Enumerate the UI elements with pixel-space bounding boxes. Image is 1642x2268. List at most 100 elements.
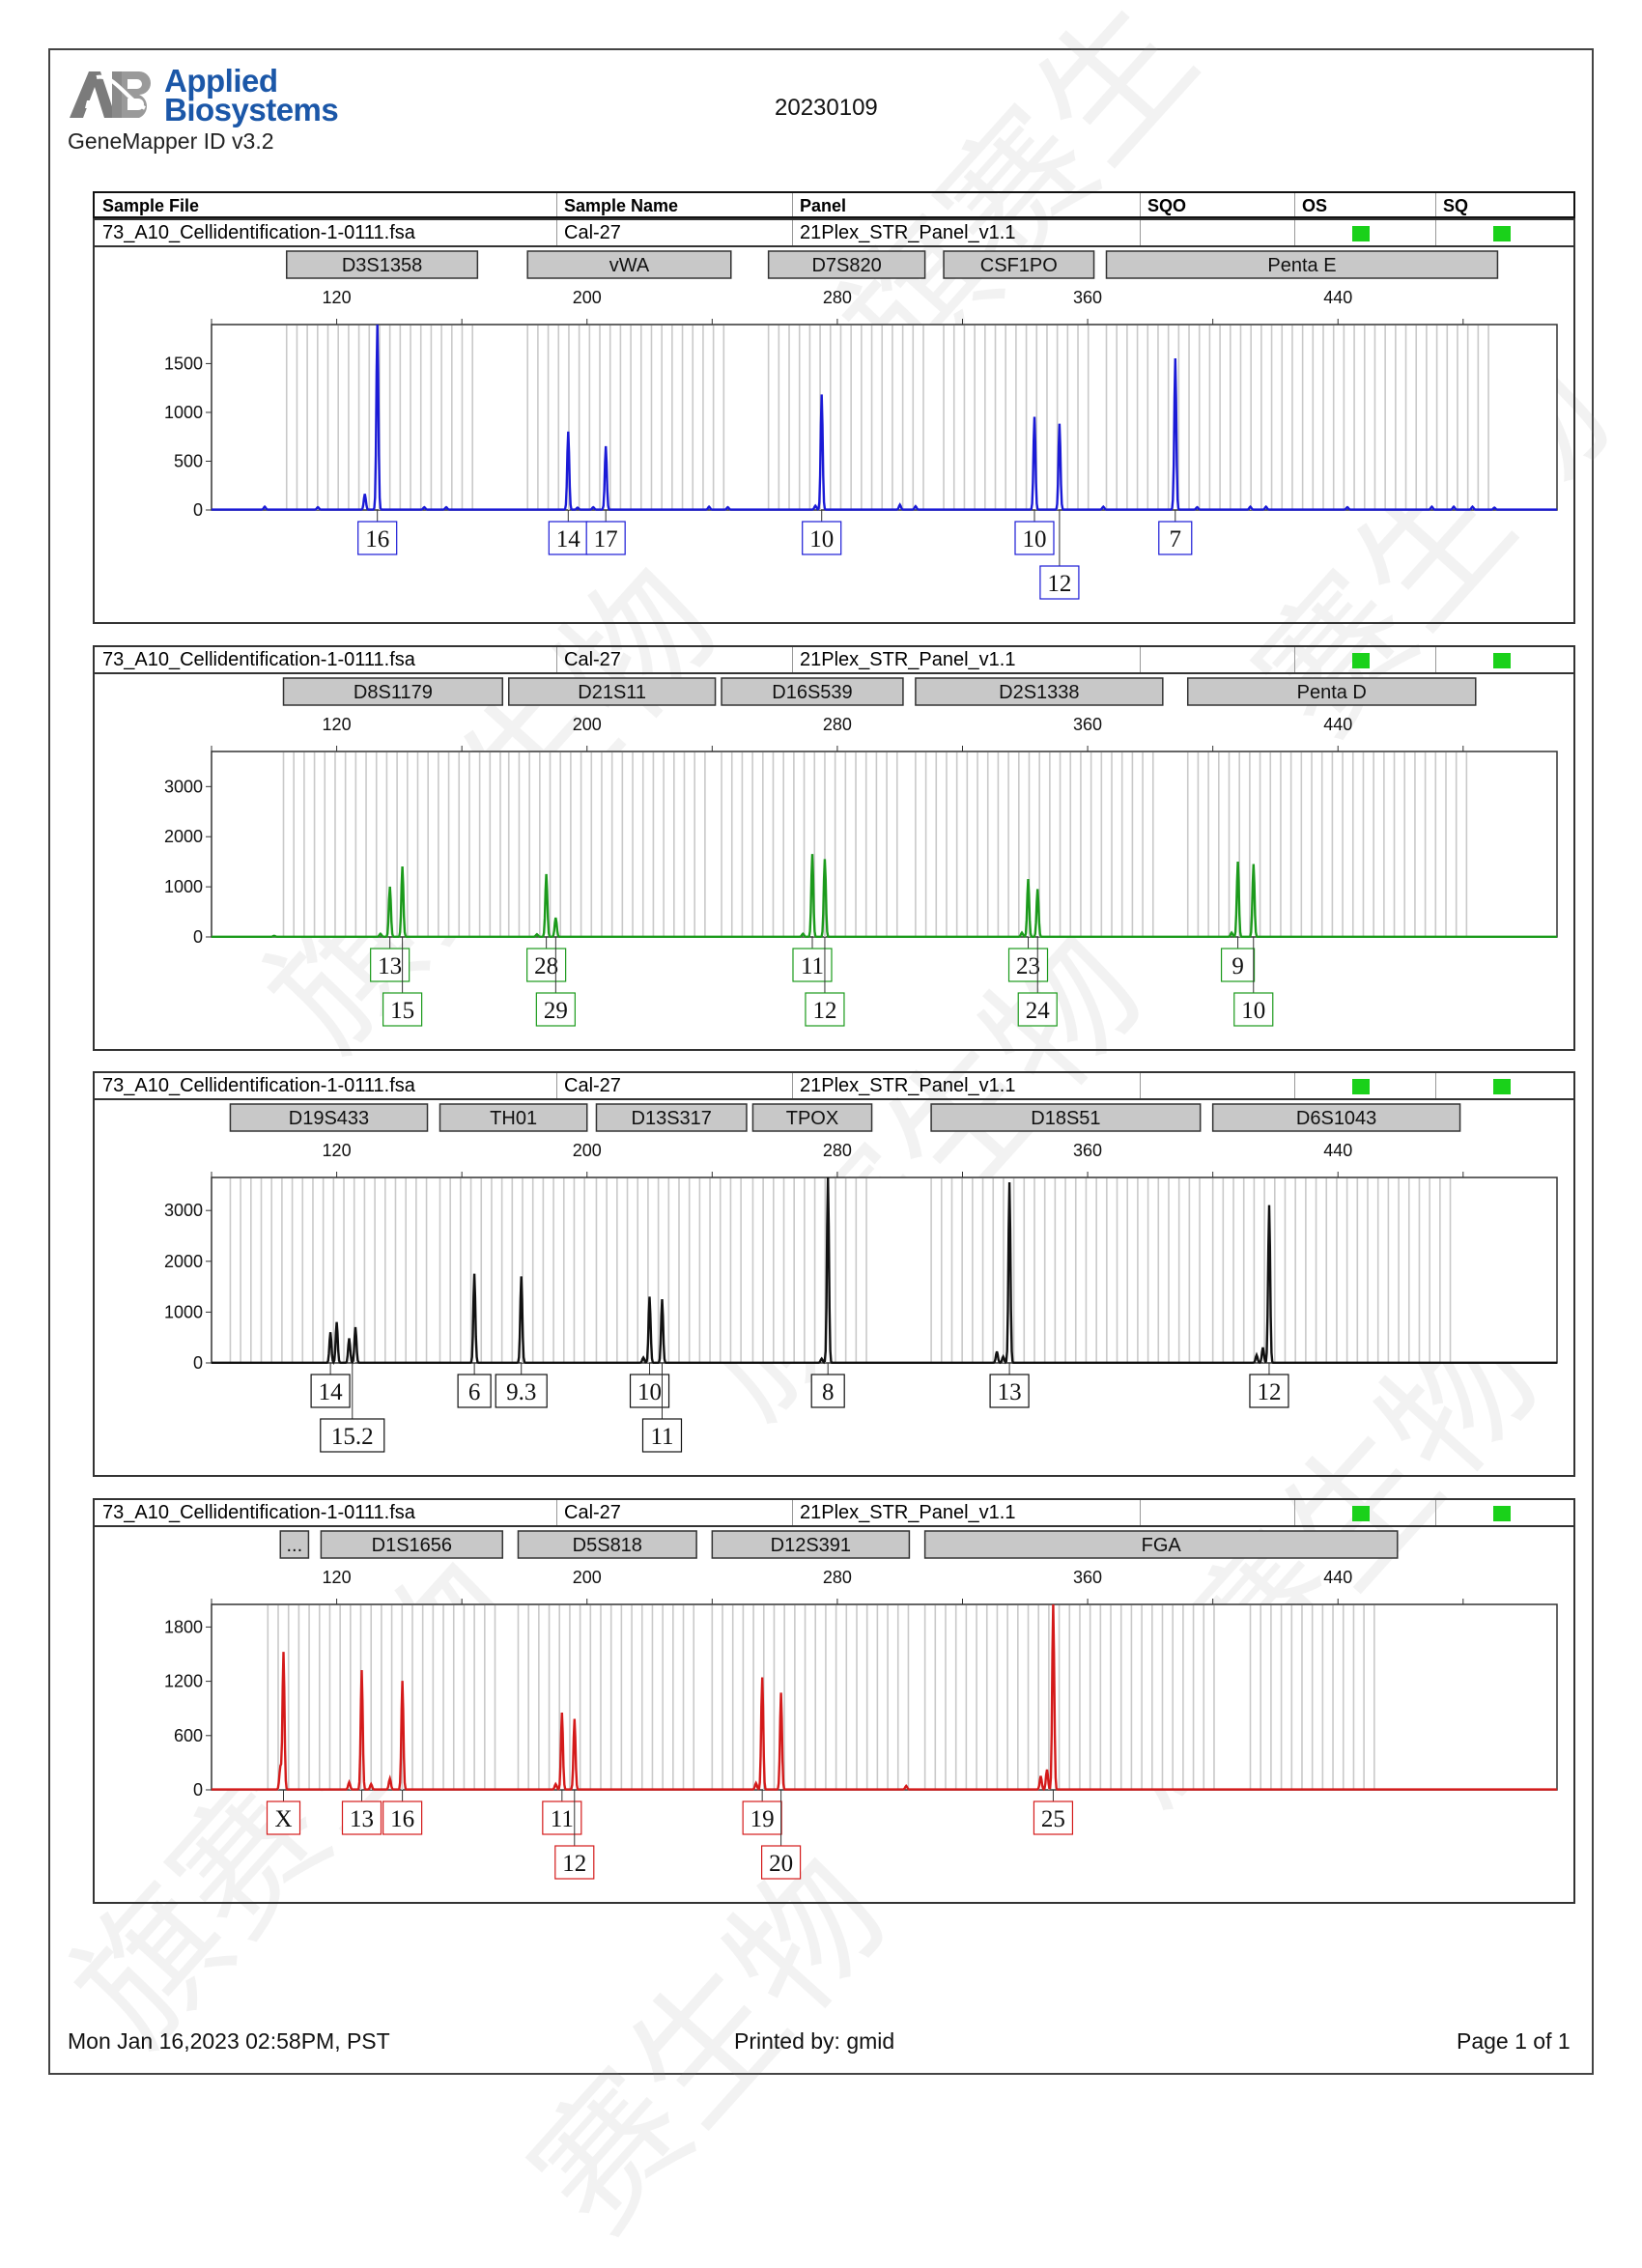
allele-call[interactable]: 17 <box>585 510 626 555</box>
page-number: Page 1 of 1 <box>1457 2028 1571 2054</box>
allele-call[interactable]: 13 <box>341 1790 382 1835</box>
svg-text:FGA: FGA <box>1142 1535 1182 1556</box>
allele-call[interactable]: 11 <box>792 937 833 982</box>
svg-text:11: 11 <box>650 1424 673 1450</box>
marker-bin-FGA[interactable]: FGA <box>923 1530 1399 1559</box>
marker-bin-CSF1PO[interactable]: CSF1PO <box>943 250 1095 279</box>
signal-trace-red <box>212 1603 1557 1792</box>
allele-call[interactable]: 23 <box>1007 937 1049 982</box>
allele-call[interactable]: 8 <box>810 1363 845 1408</box>
svg-text:10: 10 <box>1022 526 1046 553</box>
allele-call[interactable]: 16 <box>357 510 398 555</box>
allele-call[interactable]: 19 <box>742 1790 782 1835</box>
x-tick-label: 440 <box>1323 1141 1352 1160</box>
allele-call[interactable]: 12 <box>1039 510 1080 600</box>
marker-bin-D21S11[interactable]: D21S11 <box>508 677 717 706</box>
sample-info-row: 73_A10_Cellidentification-1-0111.fsa Cal-… <box>95 1500 1573 1527</box>
allele-bin-lines <box>285 326 1489 510</box>
col-sample-name: Sample Name <box>564 196 679 215</box>
allele-call[interactable]: 11 <box>641 1363 683 1453</box>
col-os: OS <box>1302 196 1328 215</box>
allele-call[interactable]: 11 <box>542 1790 582 1835</box>
svg-text:D19S433: D19S433 <box>289 1108 369 1129</box>
x-tick-label: 280 <box>823 715 852 734</box>
marker-bin-PentaD[interactable]: Penta D <box>1186 677 1477 706</box>
allele-call[interactable]: 15 <box>382 937 423 1027</box>
marker-bin-D7S820[interactable]: D7S820 <box>767 250 926 279</box>
y-tick-label: 3000 <box>164 777 203 796</box>
print-datetime: Mon Jan 16,2023 02:58PM, PST <box>68 2028 390 2054</box>
marker-bin-D6S1043[interactable]: D6S1043 <box>1211 1103 1461 1132</box>
allele-call[interactable]: 12 <box>554 1790 595 1880</box>
x-tick-label: 440 <box>1323 1568 1352 1587</box>
sample-name-value: Cal-27 <box>564 222 621 243</box>
allele-call[interactable]: X <box>266 1790 301 1835</box>
marker-bin-D1S1656[interactable]: D1S1656 <box>320 1530 504 1559</box>
marker-bin-[interactable]: ... <box>279 1530 310 1559</box>
y-tick-label: 1800 <box>164 1617 203 1636</box>
allele-call[interactable]: 10 <box>1014 510 1055 555</box>
allele-call[interactable]: 10 <box>629 1363 670 1408</box>
marker-bin-D13S317[interactable]: D13S317 <box>595 1103 748 1132</box>
svg-text:D16S539: D16S539 <box>772 682 852 703</box>
y-tick-label: 0 <box>193 1353 203 1373</box>
marker-bin-D3S1358[interactable]: D3S1358 <box>285 250 479 279</box>
svg-text:10: 10 <box>1241 998 1265 1024</box>
marker-bin-D16S539[interactable]: D16S539 <box>721 677 904 706</box>
allele-call[interactable]: 10 <box>1233 937 1274 1027</box>
allele-call[interactable]: 16 <box>382 1790 423 1835</box>
allele-call[interactable]: 24 <box>1017 937 1058 1027</box>
svg-text:13: 13 <box>998 1379 1022 1405</box>
marker-bin-PentaE[interactable]: Penta E <box>1105 250 1499 279</box>
allele-call[interactable]: 15.2 <box>320 1363 385 1453</box>
x-tick-label: 360 <box>1073 715 1102 734</box>
allele-call[interactable]: 25 <box>1033 1790 1074 1835</box>
allele-call[interactable]: 9.3 <box>495 1363 548 1408</box>
allele-call[interactable]: 12 <box>1249 1363 1289 1408</box>
svg-text:24: 24 <box>1026 998 1051 1024</box>
svg-text:...: ... <box>287 1535 303 1556</box>
marker-bin-TH01[interactable]: TH01 <box>439 1103 588 1132</box>
allele-call[interactable]: 14 <box>548 510 588 555</box>
allele-call[interactable]: 20 <box>760 1790 802 1880</box>
allele-call[interactable]: 7 <box>1158 510 1193 555</box>
svg-text:12: 12 <box>562 1851 586 1877</box>
x-tick-label: 440 <box>1323 288 1352 307</box>
x-tick-label: 280 <box>823 1141 852 1160</box>
allele-call[interactable]: 6 <box>457 1363 492 1408</box>
allele-call[interactable]: 13 <box>370 937 410 982</box>
marker-bin-D19S433[interactable]: D19S433 <box>229 1103 429 1132</box>
marker-bin-D12S391[interactable]: D12S391 <box>711 1530 911 1559</box>
marker-bin-D18S51[interactable]: D18S51 <box>930 1103 1202 1132</box>
y-tick-label: 0 <box>193 927 203 947</box>
marker-bin-D8S1179[interactable]: D8S1179 <box>282 677 504 706</box>
allele-call[interactable]: 14 <box>310 1363 351 1408</box>
y-tick-label: 2000 <box>164 827 203 846</box>
allele-call[interactable]: 12 <box>805 937 845 1027</box>
y-tick-label: 1000 <box>164 877 203 896</box>
marker-bin-TPOX[interactable]: TPOX <box>751 1103 873 1132</box>
marker-bin-D2S1338[interactable]: D2S1338 <box>915 677 1164 706</box>
allele-call[interactable]: 10 <box>802 510 842 555</box>
marker-bin-D5S818[interactable]: D5S818 <box>517 1530 697 1559</box>
allele-call[interactable]: 29 <box>535 937 576 1027</box>
x-tick-label: 120 <box>323 1568 352 1587</box>
allele-call[interactable]: 13 <box>989 1363 1030 1408</box>
sample-info-row: 73_A10_Cellidentification-1-0111.fsa Cal-… <box>95 647 1573 674</box>
allele-call[interactable]: 28 <box>526 937 567 982</box>
svg-text:6: 6 <box>468 1379 481 1405</box>
electropherogram-panel-red: 73_A10_Cellidentification-1-0111.fsa Cal-… <box>93 1498 1575 1904</box>
report-date-code: 20230109 <box>775 95 878 121</box>
x-tick-label: 200 <box>573 288 602 307</box>
svg-text:D13S317: D13S317 <box>632 1108 712 1129</box>
y-tick-label: 500 <box>174 451 203 470</box>
svg-text:TH01: TH01 <box>490 1108 537 1129</box>
svg-text:15.2: 15.2 <box>331 1424 374 1450</box>
y-tick-label: 1000 <box>164 1302 203 1321</box>
svg-text:D5S818: D5S818 <box>573 1535 642 1556</box>
allele-call[interactable]: 9 <box>1220 937 1256 982</box>
marker-bin-vWA[interactable]: vWA <box>526 250 732 279</box>
svg-text:D8S1179: D8S1179 <box>354 682 433 703</box>
svg-text:9.3: 9.3 <box>506 1379 536 1405</box>
col-sample-file: Sample File <box>102 196 200 215</box>
